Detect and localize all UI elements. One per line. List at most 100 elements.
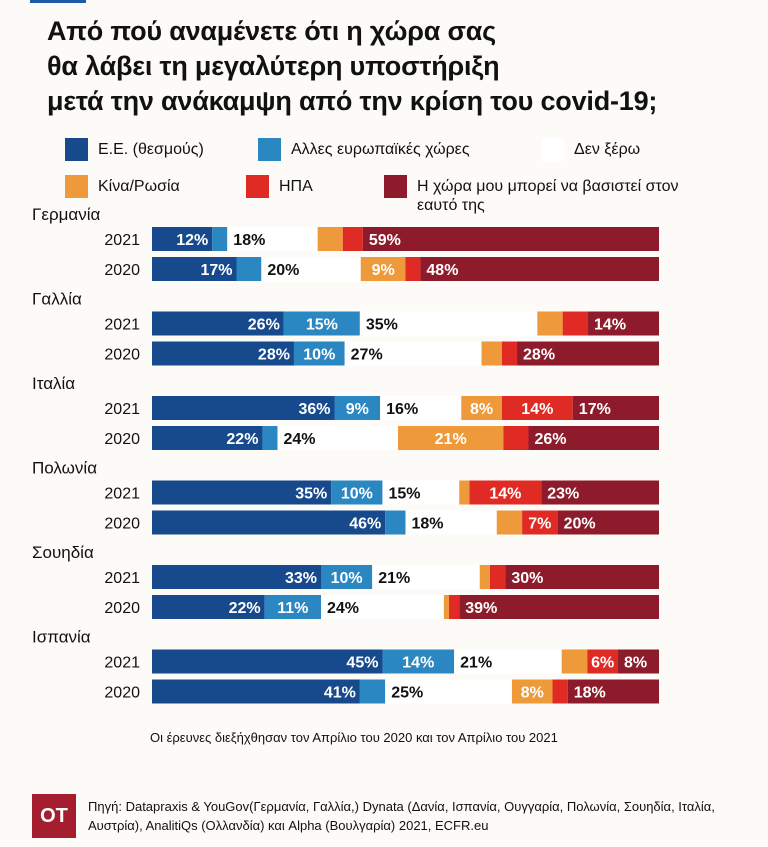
bar-segment-usa: [522, 510, 558, 535]
legend-item-dont-know: Δεν ξέρω: [541, 138, 640, 161]
bar-segment-other-eu: [264, 595, 321, 619]
data-label: 10%: [341, 486, 373, 503]
bar-segment-self: [572, 396, 659, 420]
bar-segment-other-eu: [359, 679, 386, 704]
year-label: 2021: [104, 570, 140, 587]
bar-segment-self: [618, 649, 659, 674]
data-label: 18%: [233, 232, 265, 249]
legend-label: ΗΠΑ: [279, 178, 313, 195]
bar-segment-other-eu: [212, 227, 228, 251]
legend-swatch-eu: [65, 138, 88, 161]
bar-segment-eu: [152, 227, 213, 251]
bar-segment-self: [420, 257, 659, 281]
legend-swatch-usa: [246, 175, 269, 198]
data-label: 27%: [351, 347, 383, 364]
legend-swatch-self: [384, 175, 407, 198]
bar-segment-china-russia: [360, 257, 406, 281]
data-label: 16%: [386, 401, 418, 418]
bar-segment-dont-know: [385, 679, 512, 704]
bar-segment-other-eu: [385, 510, 406, 535]
year-label: 2021: [104, 232, 140, 249]
data-label: 10%: [303, 347, 335, 364]
data-label: 35%: [366, 317, 398, 334]
bar-segment-usa: [405, 257, 421, 281]
bar-segment-self: [517, 341, 659, 366]
bar-segment-dont-know: [344, 341, 482, 366]
bar-segment-eu: [152, 510, 386, 535]
ot-logo: OT: [32, 794, 76, 838]
title-line: μετά την ανάκαμψη από την κρίση του covi…: [47, 86, 658, 116]
bar-segment-usa: [449, 595, 460, 619]
year-label: 2020: [104, 600, 140, 617]
data-label: 59%: [369, 232, 401, 249]
bar-segment-eu: [152, 396, 335, 420]
bar-segment-dont-know: [227, 227, 318, 251]
data-label: 45%: [346, 655, 378, 672]
bar-segment-usa: [501, 396, 573, 420]
bar-segment-usa: [552, 679, 568, 704]
survey-note: Οι έρευνες διεξήχθησαν τον Απρίλιο του 2…: [150, 730, 558, 745]
bar-segment-self: [505, 565, 659, 589]
data-label: 48%: [426, 262, 458, 279]
bar-segment-dont-know: [405, 510, 497, 535]
data-label: 14%: [402, 655, 434, 672]
data-label: 28%: [523, 347, 555, 364]
source-text: Πηγή: Datapraxis & YouGov(Γερμανία, Γαλλ…: [88, 799, 715, 833]
bar-segment-other-eu: [334, 396, 381, 420]
data-label: 22%: [229, 600, 261, 617]
bar-segment-usa: [587, 649, 619, 674]
bar-segment-self: [459, 595, 659, 619]
bar-segment-dont-know: [382, 480, 460, 505]
bar-segment-self: [588, 311, 659, 336]
bar-segment-dont-know: [372, 565, 480, 589]
data-label: 8%: [521, 685, 544, 702]
bar-segment-usa: [501, 341, 518, 366]
data-label: 26%: [248, 317, 280, 334]
data-label: 17%: [200, 262, 232, 279]
data-label: 25%: [391, 685, 423, 702]
bar-segment-dont-know: [261, 257, 361, 281]
bar-segment-china-russia: [317, 227, 343, 251]
data-label: 39%: [465, 600, 497, 617]
year-label: 2020: [104, 431, 140, 448]
data-label: 36%: [298, 401, 330, 418]
data-label: 8%: [470, 401, 493, 418]
bar-segment-self: [557, 510, 659, 535]
bar-segment-china-russia: [459, 480, 470, 505]
bar-segment-dont-know: [380, 396, 462, 420]
bar-segment-eu: [152, 595, 265, 619]
year-label: 2020: [104, 516, 140, 533]
data-label: 12%: [176, 232, 208, 249]
year-label: 2021: [104, 486, 140, 503]
data-label: 18%: [412, 516, 444, 533]
data-label: 21%: [460, 655, 492, 672]
bar-segment-china-russia: [561, 649, 588, 674]
bar-segment-other-eu: [331, 480, 383, 505]
legend-item-china-russia: Κίνα/Ρωσία: [65, 175, 180, 198]
data-label: 14%: [594, 317, 626, 334]
bar-segment-china-russia: [511, 679, 553, 704]
bar-segment-eu: [152, 649, 383, 674]
bar-segment-eu: [152, 341, 294, 366]
country-label: Πολωνία: [32, 459, 97, 478]
data-label: 14%: [521, 401, 553, 418]
data-label: 30%: [511, 570, 543, 587]
bar-segment-china-russia: [481, 341, 502, 366]
legend-swatch-dont-know: [541, 138, 564, 161]
bar-segment-dont-know: [321, 595, 444, 619]
data-label: 17%: [579, 401, 611, 418]
legend-swatch-other-eu: [258, 138, 281, 161]
year-label: 2020: [104, 685, 140, 702]
bar-segment-other-eu: [382, 649, 455, 674]
bar-segment-dont-know: [454, 649, 562, 674]
title-line: Από πού αναμένετε ότι η χώρα σας: [47, 16, 496, 46]
year-label: 2021: [104, 655, 140, 672]
legend-label: Κίνα/Ρωσία: [98, 178, 180, 195]
bar-segment-china-russia: [443, 595, 450, 619]
bar-segment-dont-know: [359, 311, 538, 336]
data-label: 9%: [346, 401, 369, 418]
data-label: 26%: [534, 431, 566, 448]
year-label: 2020: [104, 262, 140, 279]
bar-segment-china-russia: [537, 311, 563, 336]
data-label: 33%: [285, 570, 317, 587]
